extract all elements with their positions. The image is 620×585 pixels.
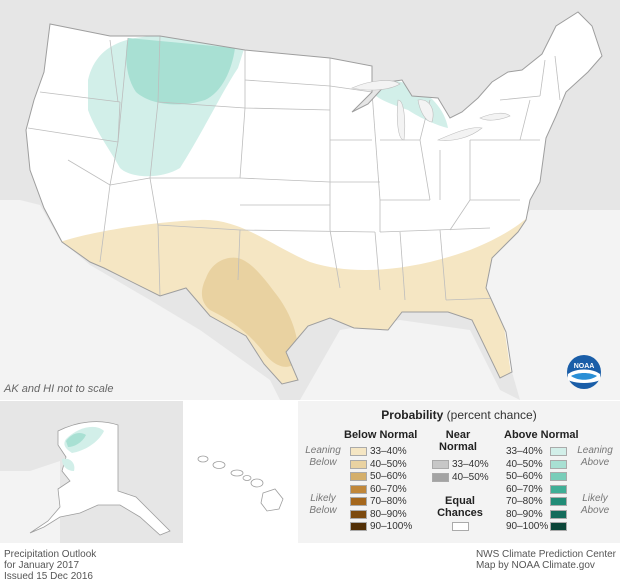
noaa-logo-text: NOAA [574,363,595,370]
legend-title: Probability (percent chance) [298,408,620,422]
above-normal-label: 90–100% [506,521,549,532]
probability-legend: Probability (percent chance) Below Norma… [298,401,620,543]
likely-below-line2: Below [309,505,337,516]
below-normal-swatch [350,447,367,456]
above-normal-label: 50–60% [506,471,543,482]
below-normal-label: 33–40% [370,446,407,457]
scale-note: AK and HI not to scale [4,383,114,395]
below-normal-swatch [350,497,367,506]
leaning-below-line1: Leaning [305,445,341,456]
below-normal-label: 60–70% [370,483,407,495]
hawaii-inset [185,401,295,543]
likely-above-label: Likely Above [572,493,618,517]
below-normal-label: 70–80% [370,496,407,507]
leaning-above-label: Leaning Above [572,445,618,469]
above-normal-swatch [550,472,567,481]
above-normal-heading: Above Normal [504,429,579,441]
equal-chances-line1: Equal [445,495,475,507]
below-normal-label: 80–90% [370,508,407,520]
footer-left: Precipitation Outlook for January 2017 I… [4,549,96,582]
below-normal-swatch [350,522,367,531]
near-normal-heading: Near Normal [438,429,478,453]
near-normal-swatch [432,460,449,469]
below-normal-label: 90–100% [370,521,413,532]
conus-map [0,0,620,400]
below-normal-heading: Below Normal [344,429,418,441]
above-normal-swatch [550,497,567,506]
above-normal-swatch [550,509,567,519]
below-normal-swatch [350,509,367,519]
likely-above-line1: Likely [582,493,608,504]
alaska-map [0,401,183,543]
above-normal-label: 70–80% [506,496,543,507]
above-normal-swatch [550,459,567,469]
likely-below-line1: Likely [310,493,336,504]
equal-chances-swatch [452,522,469,531]
above-normal-label: 80–90% [506,508,543,520]
above-normal-swatch [550,447,567,456]
below-normal-swatch [350,459,367,469]
below-normal-label: 40–50% [370,458,407,470]
near-normal-heading-line2: Normal [439,441,477,453]
footer-credit-cpc: NWS Climate Prediction Center [475,549,616,560]
footer-right: NWS Climate Prediction Center Map by NOA… [476,549,616,571]
near-normal-swatch [432,472,449,482]
footer-credit-map: Map by NOAA Climate.gov [475,560,595,571]
above-normal-label: 33–40% [506,446,543,457]
leaning-below-line2: Below [309,457,337,468]
legend-title-rest: (percent chance) [443,408,537,422]
likely-above-line2: Above [580,505,610,516]
near-normal-label: 33–40% [452,459,489,470]
footer-title: Precipitation Outlook [4,549,97,560]
alaska-inset [0,401,183,543]
above-normal-swatch [550,522,567,531]
leaning-above-line2: Above [580,457,610,468]
footer-issued: Issued 15 Dec 2016 [4,571,93,582]
above-normal-label: 60–70% [506,483,543,495]
leaning-below-label: Leaning Below [300,445,346,469]
noaa-logo: NOAA [567,355,601,389]
hawaii-map [197,455,284,512]
below-normal-swatch [350,472,367,481]
above-normal-label: 40–50% [506,458,543,470]
leaning-above-line1: Leaning [577,445,613,456]
below-40-50-region [201,257,299,367]
above-40-50-region [126,38,235,105]
above-normal-swatch [550,484,567,494]
near-normal-heading-line1: Near [445,429,471,441]
below-normal-swatch [350,484,367,494]
near-normal-label: 40–50% [452,471,489,483]
equal-chances-label: Equal Chances [432,495,488,519]
likely-below-label: Likely Below [300,493,346,517]
below-normal-label: 50–60% [370,471,407,482]
equal-chances-line2: Chances [437,507,483,519]
legend-title-bold: Probability [381,408,444,422]
footer-period: for January 2017 [4,560,80,571]
